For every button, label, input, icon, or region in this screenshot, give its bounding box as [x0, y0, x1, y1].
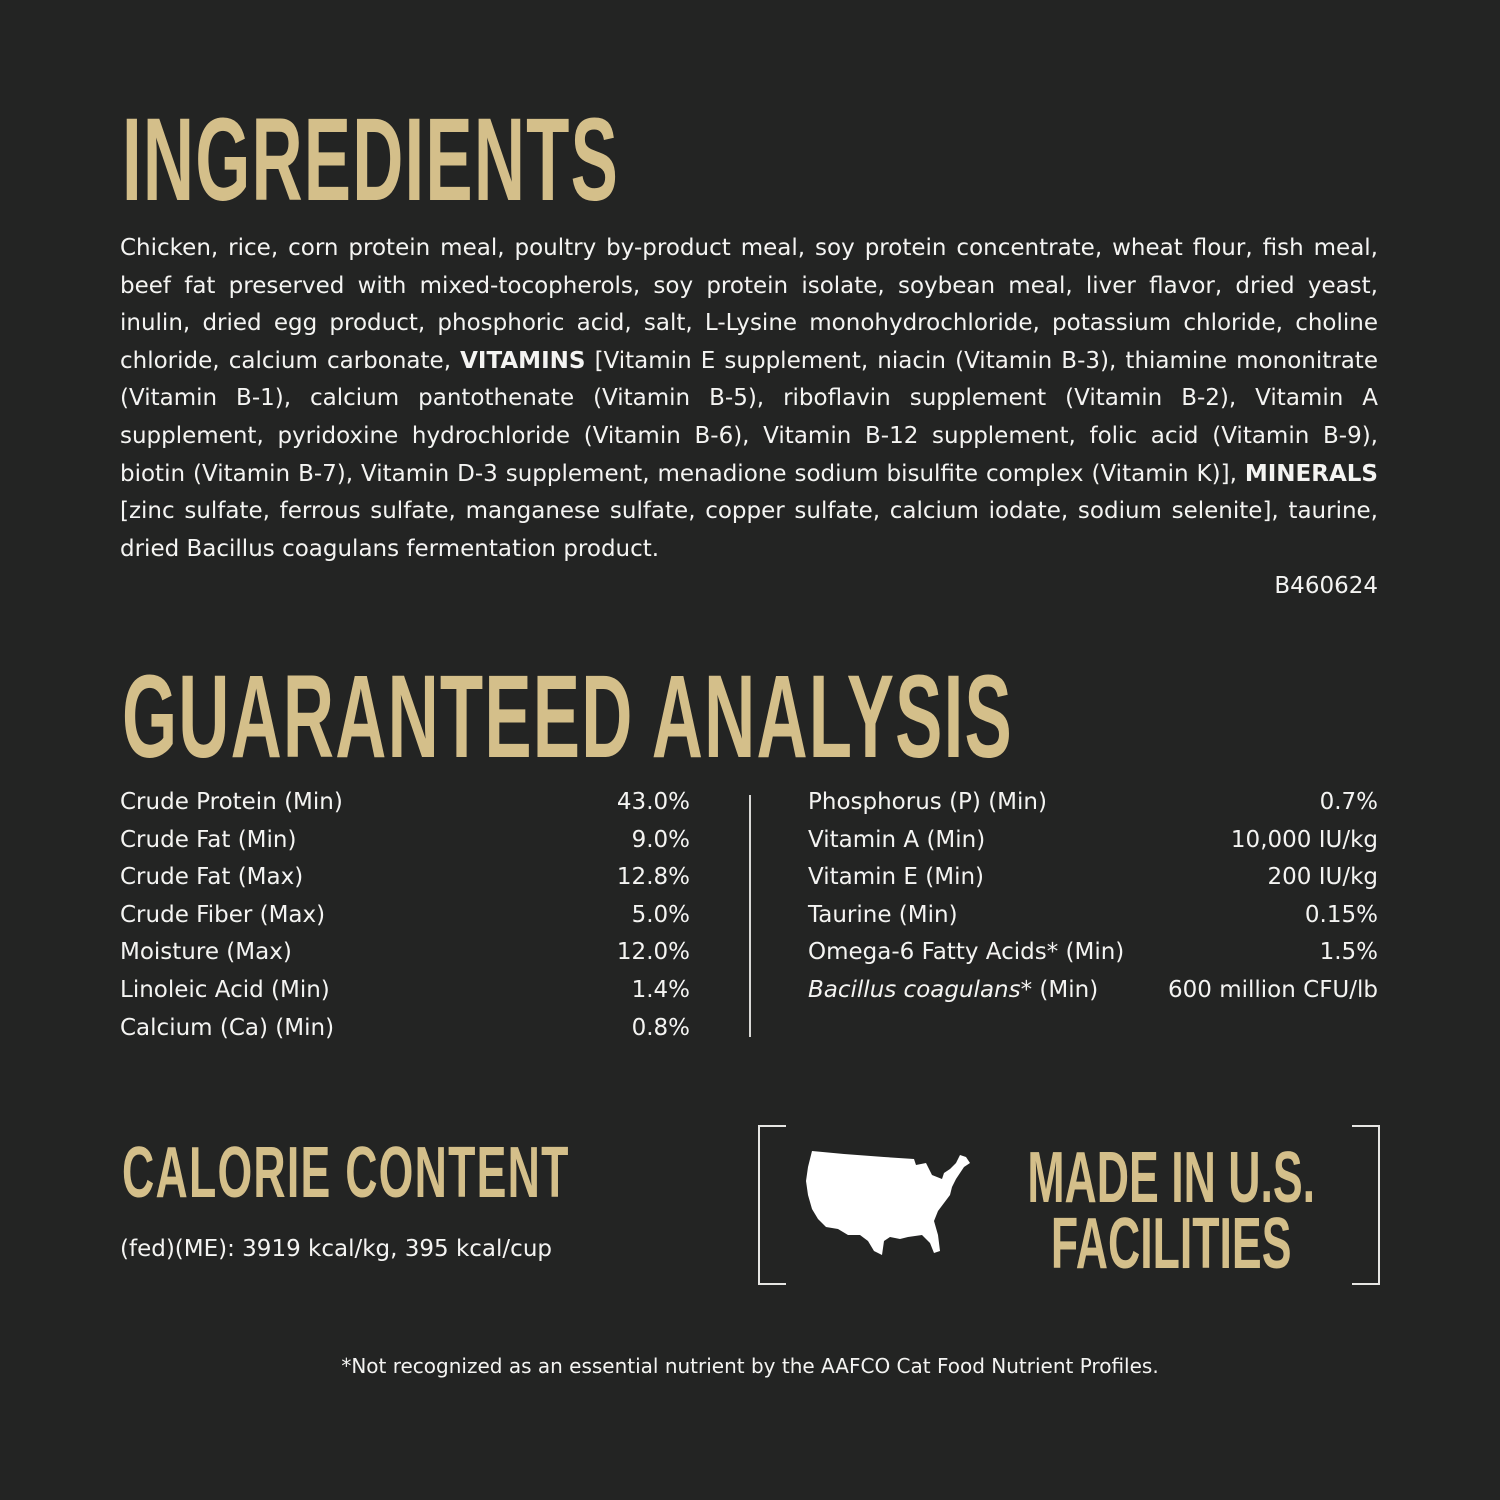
ingredients-part: [zinc sulfate, ferrous sulfate, manganes… [120, 498, 1378, 562]
nutrient-label: Crude Protein (Min) [120, 789, 343, 815]
nutrient-label: Taurine (Min) [808, 901, 958, 928]
ingredients-title: INGREDIENTS [122, 94, 620, 226]
analysis-row: Phosphorus (P) (Min) 0.7% [808, 784, 1378, 822]
analysis-left-column: Crude Protein (Min) 43.0% Crude Fat (Min) 9… [120, 784, 690, 1047]
nutrient-value: 200 IU/kg [1267, 864, 1379, 891]
nutrient-value: 0.8% [631, 1014, 690, 1041]
nutrient-value: 1.5% [1319, 939, 1378, 966]
nutrient-label-italic: Bacillus coagulans [808, 976, 1021, 1003]
ingredients-text: Chicken, rice, corn protein meal, poultr… [120, 230, 1378, 568]
made-in-usa-line1: MADE IN U.S. [1027, 1138, 1316, 1218]
column-divider [749, 795, 751, 1037]
nutrient-label: Vitamin A (Min) [808, 826, 986, 853]
nutrient-value: 0.15% [1304, 901, 1378, 928]
analysis-right-column: Phosphorus (P) (Min) 0.7% Vitamin A (Min) 1… [808, 784, 1378, 1010]
nutrient-label: Vitamin E (Min) [808, 864, 985, 891]
guaranteed-analysis-title: GUARANTEED ANALYSIS [122, 651, 1013, 783]
analysis-row: Crude Fiber (Max) 5.0% [120, 897, 690, 935]
analysis-row: Crude Fat (Min) 9.0% [120, 822, 690, 860]
analysis-row: Vitamin A (Min) 10,000 IU/kg [808, 822, 1378, 860]
analysis-row: Calcium (Ca) (Min) 0.8% [120, 1010, 690, 1048]
made-in-usa-badge: MADE IN U.S. FACILITIES [758, 1125, 1380, 1285]
nutrient-label: Crude Fat (Min) [120, 826, 297, 853]
analysis-row: Crude Protein (Min) 43.0% [120, 784, 690, 822]
calorie-content-text: (fed)(ME): 3919 kcal/kg, 395 kcal/cup [120, 1236, 552, 1262]
nutrient-label: Crude Fiber (Max) [120, 901, 326, 928]
nutrient-value: 600 million CFU/lb [1168, 976, 1378, 1003]
right-bracket [1352, 1125, 1380, 1285]
nutrient-value: 5.0% [631, 901, 690, 928]
nutrient-value: 12.8% [616, 864, 690, 891]
nutrient-value: 9.0% [631, 826, 690, 853]
nutrient-value: 1.4% [631, 976, 690, 1003]
footnote: *Not recognized as an essential nutrient… [341, 1354, 1159, 1378]
nutrient-label: Bacillus coagulans* (Min) [808, 972, 1098, 1010]
minerals-label: MINERALS [1244, 460, 1378, 487]
analysis-row: Bacillus coagulans* (Min) 600 million CFU… [808, 972, 1378, 1010]
product-code: B460624 [1274, 573, 1378, 599]
analysis-row: Vitamin E (Min) 200 IU/kg [808, 859, 1378, 897]
nutrient-label: Omega-6 Fatty Acids* (Min) [808, 939, 1125, 966]
analysis-row: Linoleic Acid (Min) 1.4% [120, 972, 690, 1010]
nutrient-label: Linoleic Acid (Min) [120, 976, 330, 1003]
nutrient-label-rest: * (Min) [1020, 976, 1099, 1003]
made-in-usa-line2: FACILITIES [1050, 1204, 1292, 1284]
left-bracket [758, 1125, 786, 1285]
nutrient-value: 0.7% [1319, 789, 1378, 815]
ingredients-part: Chicken, rice, corn protein meal, poultr… [120, 235, 1378, 374]
made-in-usa-text: MADE IN U.S. FACILITIES [1010, 1138, 1332, 1284]
analysis-row: Crude Fat (Max) 12.8% [120, 859, 690, 897]
nutrient-label: Moisture (Max) [120, 939, 292, 966]
analysis-row: Omega-6 Fatty Acids* (Min) 1.5% [808, 934, 1378, 972]
nutrient-value: 12.0% [616, 939, 690, 966]
nutrient-label: Calcium (Ca) (Min) [120, 1014, 335, 1041]
nutrient-label: Phosphorus (P) (Min) [808, 789, 1047, 815]
nutrient-label: Crude Fat (Max) [120, 864, 304, 891]
calorie-content-title: CALORIE CONTENT [122, 1133, 570, 1213]
ingredients-part: [Vitamin E supplement, niacin (Vitamin B… [120, 347, 1378, 487]
analysis-row: Taurine (Min) 0.15% [808, 897, 1378, 935]
nutrient-value: 10,000 IU/kg [1230, 826, 1378, 853]
analysis-row: Moisture (Max) 12.0% [120, 934, 690, 972]
usa-map-icon [806, 1151, 970, 1255]
vitamins-label: VITAMINS [460, 347, 586, 374]
nutrient-value: 43.0% [616, 789, 690, 815]
